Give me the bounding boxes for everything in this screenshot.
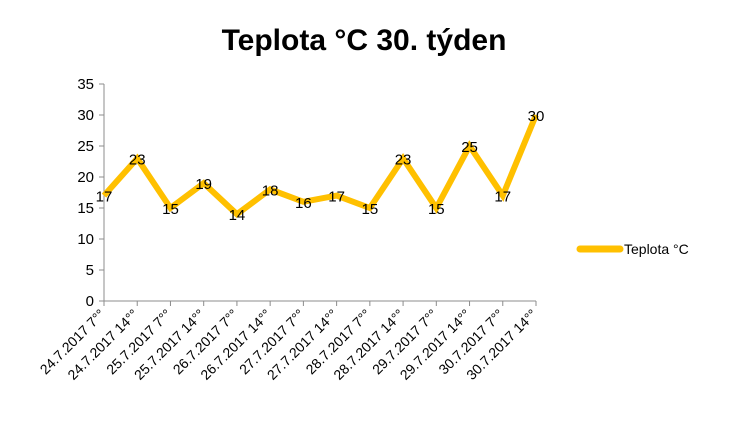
data-label: 15	[162, 201, 179, 218]
data-label: 15	[362, 201, 379, 218]
data-label: 23	[129, 151, 146, 168]
data-label: 19	[195, 176, 212, 193]
data-labels: 17 23 15 19 14 18 16 17 15 23 15 25 17 30	[96, 108, 545, 224]
data-label: 17	[494, 189, 511, 206]
y-axis-ticks: 0 5 10 15 20 25 30 35	[77, 76, 104, 310]
x-axis-ticks: 24.7.2017 7°°24.7.2017 14°°25.7.2017 7°°…	[37, 301, 540, 383]
data-label: 17	[328, 189, 345, 206]
y-tick-label: 30	[77, 107, 94, 124]
data-label: 15	[428, 201, 445, 218]
data-label: 18	[262, 182, 279, 199]
y-tick-label: 10	[77, 231, 94, 248]
axes	[103, 84, 536, 302]
legend-label: Teplota °C	[624, 241, 689, 257]
y-tick-label: 0	[86, 293, 94, 310]
y-tick-label: 20	[77, 169, 94, 186]
series-line-teplota	[101, 113, 539, 219]
data-label: 30	[528, 108, 545, 125]
data-label: 16	[295, 195, 312, 212]
data-label: 14	[229, 207, 246, 224]
chart-title: Teplota °C 30. týden	[222, 24, 507, 57]
y-tick-label: 35	[77, 76, 94, 93]
legend: Teplota °C	[576, 241, 689, 257]
y-tick-label: 25	[77, 138, 94, 155]
series-group	[101, 113, 539, 219]
y-tick-label: 15	[77, 200, 94, 217]
data-label: 25	[461, 139, 478, 156]
data-label: 17	[96, 189, 113, 206]
data-label: 23	[395, 151, 412, 168]
y-tick-label: 5	[86, 262, 94, 279]
